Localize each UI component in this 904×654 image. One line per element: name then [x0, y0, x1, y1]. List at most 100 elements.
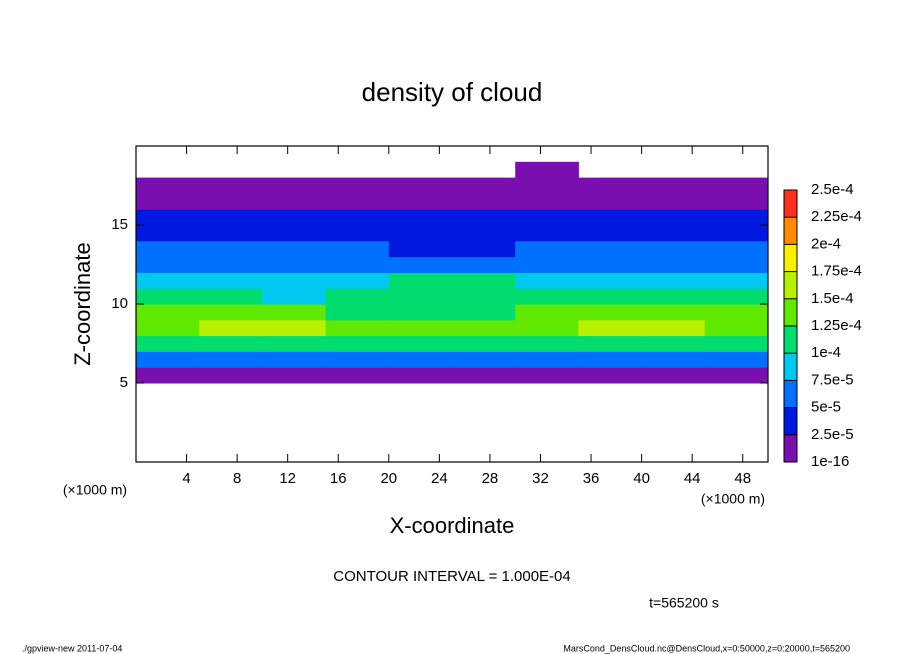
heat-cell: [515, 209, 579, 226]
heat-cell: [578, 209, 643, 226]
x-tick-label: 8: [233, 470, 241, 487]
heat-cell: [641, 319, 706, 337]
heat-cell: [388, 240, 453, 258]
colorbar-segment: [784, 190, 797, 218]
colorbar-label: 1e-4: [811, 344, 841, 361]
x-tick-label: 36: [583, 470, 600, 487]
heat-cell: [641, 288, 706, 305]
heat-cell: [515, 240, 579, 258]
heat-cell: [452, 209, 516, 226]
heat-cell: [704, 367, 769, 384]
colorbar-label: 1.25e-4: [811, 317, 862, 334]
heat-cell: [199, 209, 263, 226]
heat-cell: [325, 319, 390, 337]
colorbar-label: 2.5e-5: [811, 426, 854, 443]
x-tick-label: 4: [182, 470, 190, 487]
time-note: t=565200 s: [649, 595, 719, 611]
colorbar-segment: [784, 326, 797, 354]
heat-cell: [325, 351, 390, 368]
heat-cell: [136, 319, 200, 337]
heat-cell: [199, 272, 263, 289]
heat-cell: [452, 240, 516, 258]
heat-cell: [452, 193, 516, 210]
heat-cell: [578, 319, 643, 337]
heat-cell: [199, 225, 263, 242]
x-tick-label: 16: [330, 470, 347, 487]
heat-cell: [388, 272, 453, 289]
y-axis-label: Z-coordinate: [70, 242, 95, 366]
heat-cell: [388, 193, 453, 210]
heat-cell: [452, 304, 516, 321]
heat-cell: [704, 288, 769, 305]
heat-cell: [325, 240, 390, 258]
heat-cell: [199, 304, 263, 321]
heat-cell: [136, 304, 200, 321]
heat-cell: [136, 209, 200, 226]
heat-cell: [262, 335, 327, 352]
heat-cell: [325, 272, 390, 289]
colorbar-label: 7.5e-5: [811, 371, 854, 388]
heat-cell: [704, 304, 769, 321]
heat-cell: [262, 272, 327, 289]
footer-left: ./gpview-new 2011-07-04: [22, 643, 122, 653]
x-tick-label: 28: [482, 470, 499, 487]
heat-cell: [262, 304, 327, 321]
x-tick-label: 44: [684, 470, 701, 487]
heat-cell: [199, 288, 263, 305]
heat-cell: [136, 272, 200, 289]
heat-cell: [262, 319, 327, 337]
heat-cell: [515, 177, 579, 194]
colorbar-segment: [784, 271, 797, 299]
colorbar-label: 2.25e-4: [811, 208, 862, 225]
heat-cell: [515, 272, 579, 289]
heat-cell: [388, 177, 453, 194]
heat-cell: [325, 256, 390, 273]
heat-cell: [136, 256, 200, 273]
heat-cell: [388, 335, 453, 352]
heat-cell: [136, 177, 200, 194]
heat-cell: [262, 351, 327, 368]
heat-cell: [515, 193, 579, 210]
heat-cell: [199, 193, 263, 210]
heat-cell: [262, 177, 327, 194]
heat-cell: [388, 209, 453, 226]
heat-cell: [199, 335, 263, 352]
heat-cell: [578, 367, 643, 384]
heat-cell: [641, 240, 706, 258]
heat-cell: [452, 225, 516, 242]
heat-cell: [136, 288, 200, 305]
heat-cell: [388, 256, 453, 273]
heat-cell: [452, 319, 516, 337]
heat-cell: [262, 288, 327, 305]
heat-cell: [704, 272, 769, 289]
colorbar-segment: [784, 217, 797, 245]
heat-cell: [515, 367, 579, 384]
heat-cell: [578, 272, 643, 289]
heat-cell: [641, 272, 706, 289]
heat-cell: [641, 225, 706, 242]
x-unit: (×1000 m): [701, 491, 765, 507]
heat-cell: [388, 351, 453, 368]
heat-cell: [515, 161, 579, 179]
heat-cell: [704, 193, 769, 210]
heat-cell: [704, 209, 769, 226]
heat-cell: [515, 304, 579, 321]
heat-cell: [515, 288, 579, 305]
footer-right: MarsCond_DensCloud.nc@DensCloud,x=0:5000…: [563, 643, 850, 653]
heat-cell: [641, 351, 706, 368]
heat-cell: [136, 240, 200, 258]
heat-cell: [452, 177, 516, 194]
heat-cell: [325, 225, 390, 242]
heat-cell: [578, 225, 643, 242]
heat-cell: [262, 240, 327, 258]
colorbar-label: 1.5e-4: [811, 290, 854, 307]
heat-cell: [578, 304, 643, 321]
heat-cell: [262, 209, 327, 226]
x-tick-label: 48: [734, 470, 751, 487]
heat-cell: [641, 209, 706, 226]
x-tick-label: 32: [532, 470, 549, 487]
heat-cell: [136, 225, 200, 242]
x-tick-label: 12: [279, 470, 296, 487]
heat-cell: [704, 351, 769, 368]
contour-note: CONTOUR INTERVAL = 1.000E-04: [333, 568, 570, 585]
